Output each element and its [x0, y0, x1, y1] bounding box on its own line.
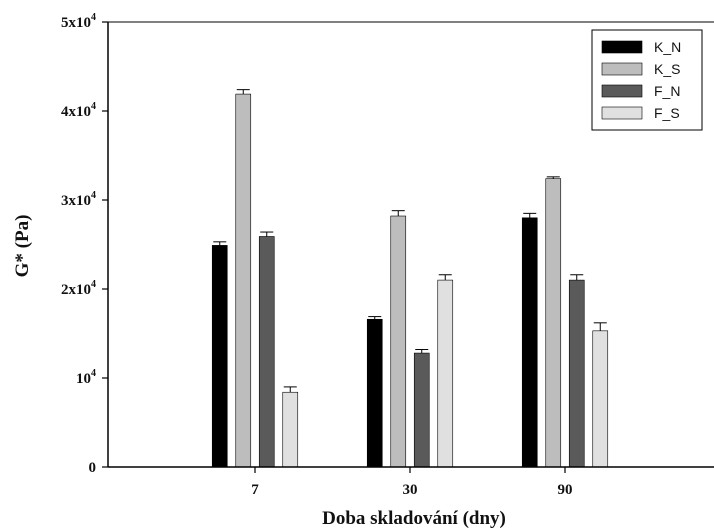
- y-tick-label: 2x104: [61, 279, 96, 298]
- legend-swatch-k-n: [601, 40, 643, 54]
- y-tick-label: 3x104: [61, 190, 96, 209]
- y-tick-label: 4x104: [61, 101, 96, 120]
- x-axis-label: Doba skladování (dny): [322, 508, 506, 529]
- y-axis-label: G* (Pa): [12, 215, 33, 278]
- bar-k-s-7: [235, 93, 252, 468]
- legend-label-f-s: F_S: [654, 105, 680, 121]
- legend-swatch-k-s: [601, 62, 643, 76]
- bar-k-n-30: [366, 318, 383, 468]
- legend-swatch-f-n: [601, 84, 643, 98]
- bar-f-s-30: [437, 279, 454, 468]
- bar-f-n-90: [568, 279, 585, 468]
- bar-k-n-7: [211, 245, 228, 468]
- bars-layer: [211, 89, 609, 468]
- bar-f-s-7: [282, 391, 299, 468]
- y-tick-label: 5x104: [61, 12, 96, 31]
- legend-label-f-n: F_N: [654, 83, 680, 99]
- x-tick-layer: 7 30 90: [251, 467, 573, 498]
- bar-f-s-90: [592, 330, 609, 468]
- x-tick-label: 7: [251, 482, 259, 498]
- legend-label-k-s: K_S: [654, 61, 680, 77]
- y-tick-layer: 0 104 2x104 3x104 4x104 5x104: [61, 12, 108, 476]
- x-tick-label: 90: [558, 482, 573, 498]
- y-tick-label: 0: [89, 460, 97, 476]
- legend-swatch-f-s: [601, 106, 643, 120]
- bar-k-s-90: [545, 178, 562, 468]
- bar-f-n-7: [258, 236, 275, 468]
- x-tick-label: 30: [403, 482, 418, 498]
- legend: K_N K_S F_N F_S: [591, 29, 703, 131]
- bar-k-n-90: [521, 217, 538, 468]
- y-tick-label: 104: [76, 368, 96, 387]
- legend-label-k-n: K_N: [654, 39, 681, 55]
- bar-k-s-30: [390, 215, 407, 468]
- axes-layer: [107, 21, 714, 468]
- bar-f-n-30: [413, 352, 430, 468]
